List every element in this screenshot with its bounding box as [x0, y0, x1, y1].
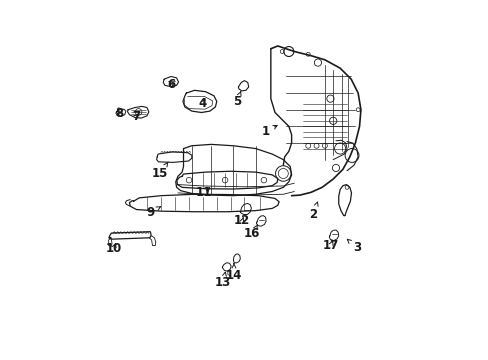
Text: 9: 9: [146, 206, 160, 219]
Text: 4: 4: [198, 97, 206, 110]
Text: 3: 3: [346, 239, 360, 254]
Text: 14: 14: [225, 264, 242, 282]
Text: 12: 12: [234, 214, 250, 227]
Text: 10: 10: [105, 242, 122, 255]
Text: 2: 2: [308, 202, 318, 221]
Text: 16: 16: [244, 225, 260, 240]
Text: 5: 5: [232, 92, 241, 108]
Text: 7: 7: [131, 110, 140, 123]
Text: 17: 17: [322, 239, 338, 252]
Text: 6: 6: [167, 78, 176, 91]
Text: 1: 1: [261, 125, 277, 138]
Text: 11: 11: [196, 186, 212, 199]
Text: 15: 15: [151, 162, 168, 180]
Text: 8: 8: [115, 107, 123, 120]
Text: 13: 13: [214, 272, 230, 289]
